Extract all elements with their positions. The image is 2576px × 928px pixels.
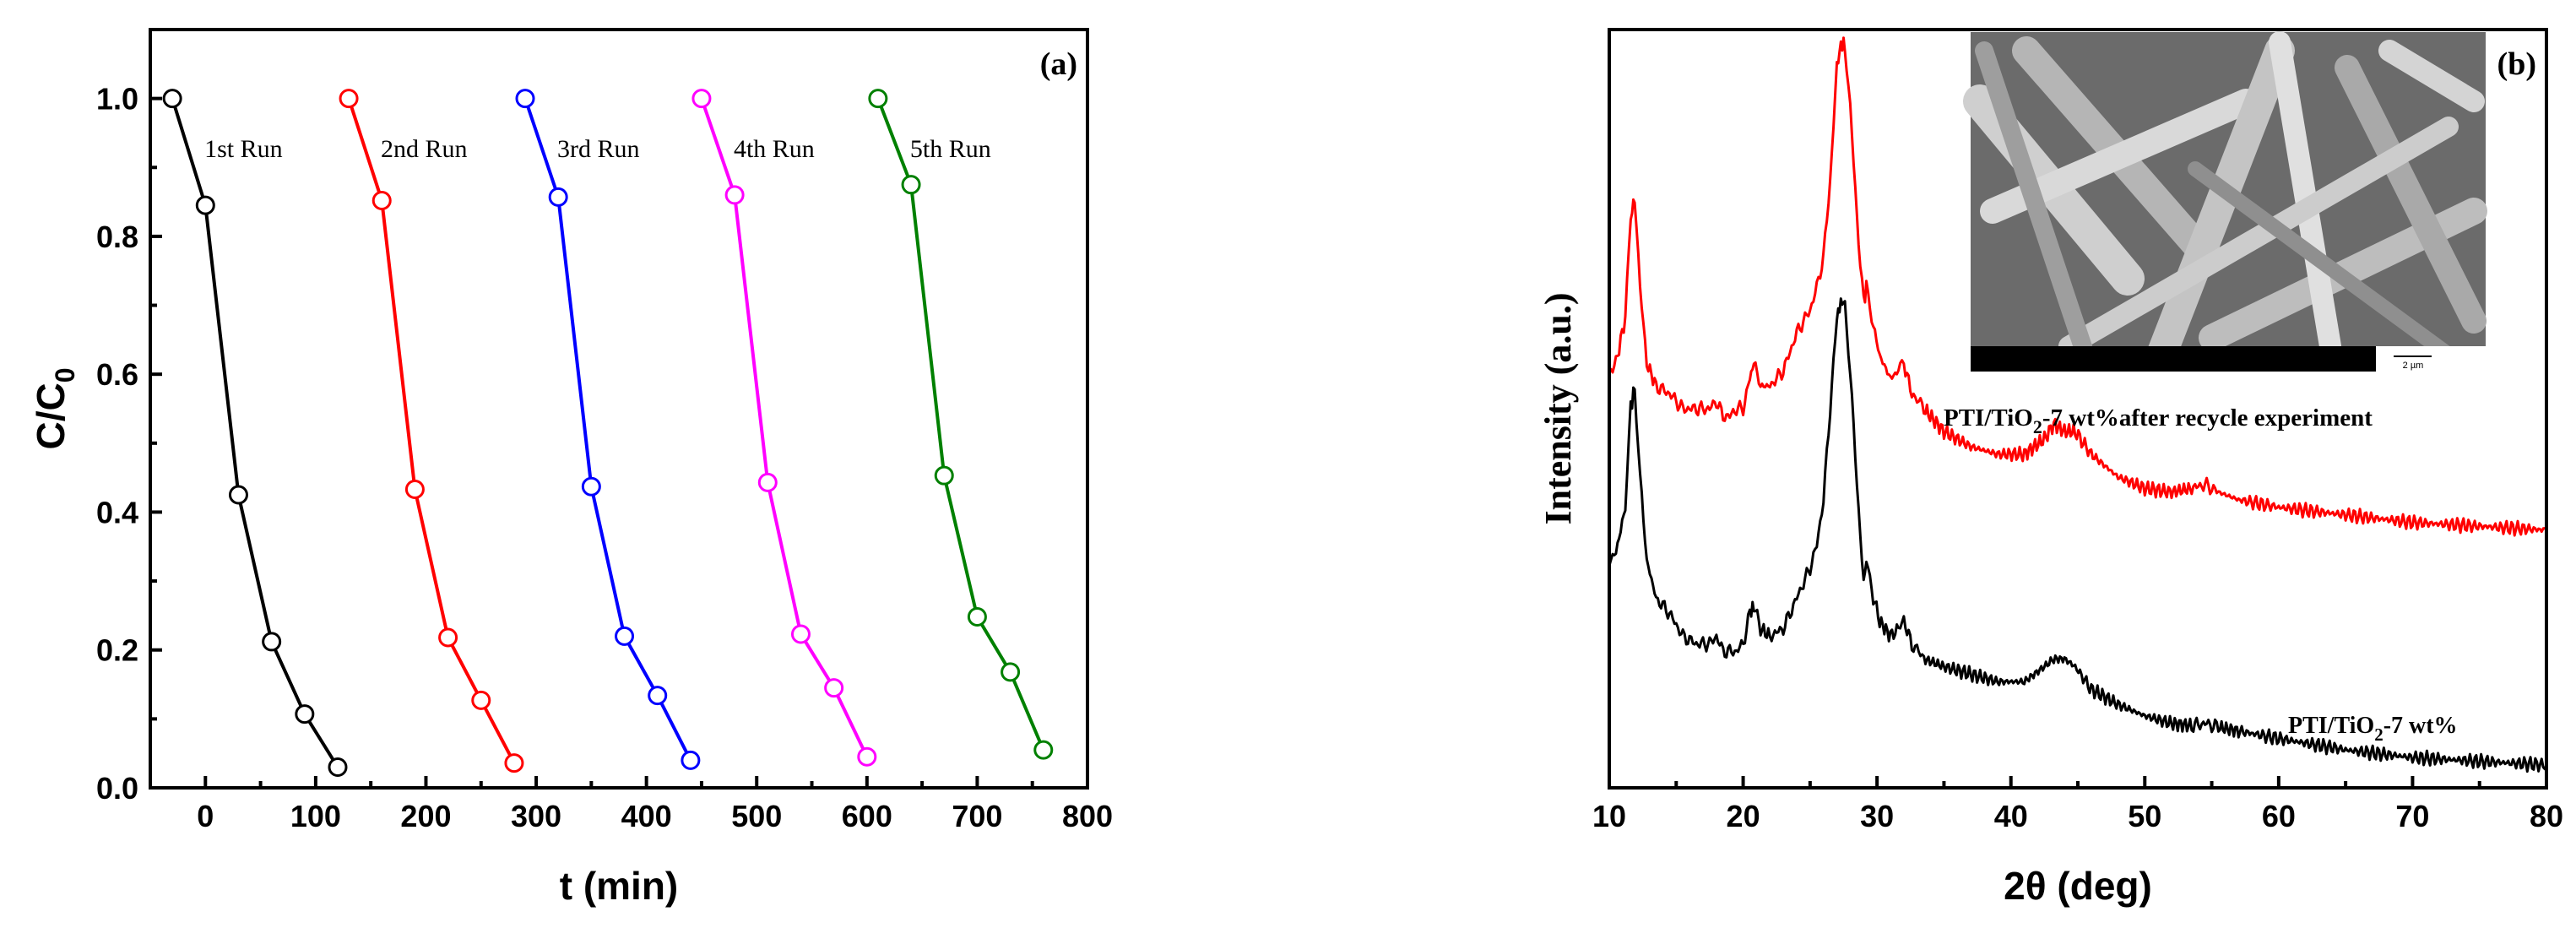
red-curve-label: PTI/TiO2-7 wt%after recycle experiment (1944, 404, 2373, 437)
run-3-point (615, 626, 635, 646)
panel-a-ylabel: C/C0 (29, 367, 80, 449)
run-3-point (581, 476, 601, 497)
panel-a-ylabel-main: C/C (29, 383, 73, 449)
panel-a-xtick-label: 700 (952, 799, 1002, 833)
panel-a-xtick-label: 800 (1062, 799, 1113, 833)
run-label-4: 4th Run (734, 135, 815, 163)
xrd-curve-recycled (1608, 36, 2548, 537)
run-5-point (901, 175, 921, 195)
run-2-point (438, 627, 458, 648)
run-4-point (757, 472, 778, 492)
run-line-4 (700, 97, 869, 758)
panel-a-xtick-label: 0 (197, 799, 214, 833)
panel-a-ytick-label: 0.8 (96, 220, 138, 254)
run-label-2: 2nd Run (381, 135, 468, 163)
black-curve-label-rest: -7 wt% (2383, 713, 2458, 739)
run-2-point (471, 690, 491, 710)
panel-a-xtick-label: 600 (842, 799, 892, 833)
black-curve-label: PTI/TiO2-7 wt% (2288, 713, 2458, 745)
run-1-point (195, 195, 215, 215)
panel-b-xtick-label: 50 (2128, 799, 2161, 833)
panel-a-ytick-label: 0.0 (96, 771, 138, 806)
run-4-point (790, 624, 811, 644)
run-2-point (404, 480, 425, 500)
panel-a-tag: (a) (1040, 46, 1077, 82)
run-5-point (868, 89, 888, 109)
run-3-point (648, 686, 668, 706)
panel-a-ytick-label: 0.6 (96, 357, 138, 392)
panel-b: 10 20 30 40 50 60 70 80 2 µm (1537, 28, 2563, 908)
sem-inset-image: 2 µm (1963, 31, 2487, 372)
panel-b-xtick-label: 20 (1727, 799, 1760, 833)
run-5-point (934, 465, 954, 486)
panel-b-tag: (b) (2497, 46, 2536, 82)
xrd-curve-fresh (1608, 297, 2548, 773)
red-curve-label-rest: -7 wt%after recycle experiment (2042, 404, 2373, 431)
run-3-point (515, 89, 535, 109)
run-4-point (724, 185, 745, 205)
panel-a: 0 100 200 300 400 500 600 700 800 0.0 0.2 0.4 0.6 0.8… (29, 28, 1113, 908)
run-1-point (162, 89, 182, 109)
run-3-point (548, 187, 568, 207)
run-1-point (295, 704, 315, 724)
panel-a-ytick-label: 0.2 (96, 633, 138, 668)
run-5-point (967, 607, 987, 627)
run-4-point (691, 89, 712, 109)
run-line-1 (171, 98, 339, 768)
panel-b-frame (1608, 28, 2548, 790)
red-curve-label-main: PTI/TiO (1944, 404, 2033, 431)
run-label-1: 1st Run (204, 135, 283, 163)
run-3-point (681, 750, 701, 770)
panel-b-series (1608, 36, 2548, 773)
panel-b-xtick-label: 70 (2395, 799, 2429, 833)
panel-a-xtick-label: 500 (731, 799, 782, 833)
panel-b-ticks: 10 20 30 40 50 60 70 80 (1592, 776, 2563, 833)
run-5-point (1033, 740, 1054, 760)
black-curve-label-sub: 2 (2374, 724, 2383, 745)
panel-b-xtick-label: 30 (1860, 799, 1894, 833)
run-1-point (262, 632, 282, 652)
panel-a-ytick-label: 0.4 (96, 495, 138, 529)
run-2-point (339, 89, 359, 109)
panel-a-xtick-label: 300 (511, 799, 561, 833)
panel-a-xtick-label: 100 (290, 799, 341, 833)
run-line-5 (876, 97, 1045, 751)
run-2-point (504, 753, 524, 773)
panel-b-xtick-label: 80 (2530, 799, 2563, 833)
run-5-point (1001, 662, 1021, 682)
panel-b-ylabel: Intensity (a.u.) (1537, 292, 1579, 524)
panel-a-xlabel: t (min) (560, 864, 679, 908)
inset-scale-label: 2 µm (2403, 361, 2424, 371)
panel-a-xtick-label: 200 (400, 799, 451, 833)
panel-a-series (162, 89, 1054, 778)
panel-b-xtick-label: 60 (2262, 799, 2296, 833)
run-1-point (228, 485, 248, 505)
panel-b-xlabel: 2θ (deg) (2004, 864, 2152, 908)
run-4-point (857, 746, 877, 767)
panel-b-xtick-label: 10 (1592, 799, 1626, 833)
run-line-3 (523, 98, 692, 762)
panel-a-frame (149, 28, 1089, 790)
red-curve-label-sub: 2 (2033, 416, 2042, 437)
panel-a-ylabel-sub: 0 (50, 367, 80, 383)
panel-b-xtick-label: 40 (1994, 799, 2028, 833)
panel-a-ytick-label: 1.0 (96, 82, 138, 117)
panel-a-xtick-label: 400 (621, 799, 672, 833)
run-4-point (824, 678, 844, 698)
run-label-5: 5th Run (910, 135, 991, 163)
run-line-2 (347, 98, 516, 764)
run-label-3: 3rd Run (557, 135, 640, 163)
run-2-point (371, 190, 392, 210)
panel-a-run-labels: 1st Run 2nd Run 3rd Run 4th Run 5th Run (204, 135, 991, 163)
run-1-point (328, 757, 348, 778)
black-curve-label-main: PTI/TiO (2288, 713, 2374, 739)
